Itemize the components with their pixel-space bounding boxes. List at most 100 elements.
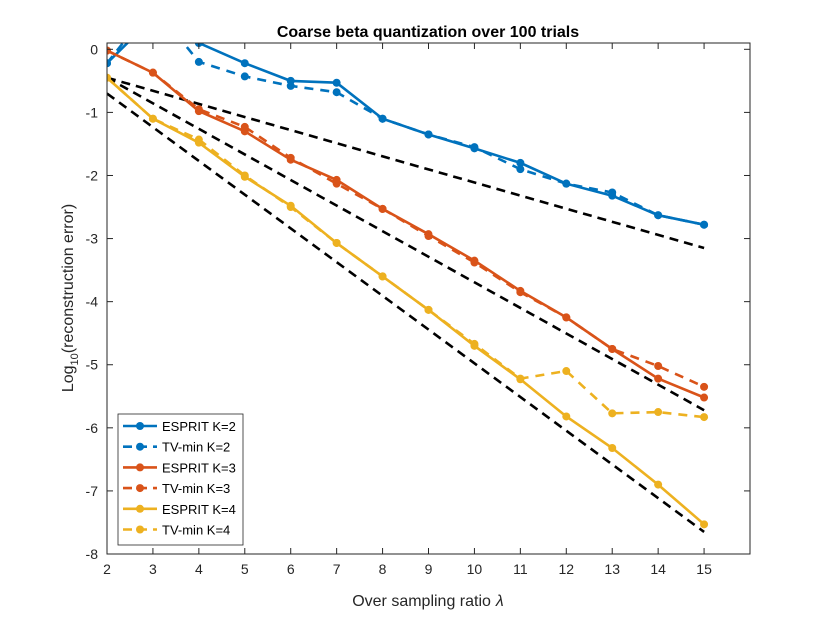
data-point xyxy=(240,122,249,131)
x-tick-label: 12 xyxy=(558,561,574,577)
x-tick-label: 14 xyxy=(650,561,666,577)
data-point xyxy=(470,339,479,348)
chart-title: Coarse beta quantization over 100 trials xyxy=(277,24,579,41)
data-point xyxy=(700,393,709,402)
data-point xyxy=(378,114,387,123)
legend-label: ESPRIT K=4 xyxy=(162,502,236,517)
x-tick-label: 6 xyxy=(287,561,295,577)
series-line xyxy=(107,43,705,226)
x-tick-label: 3 xyxy=(149,561,157,577)
x-tick-label: 2 xyxy=(103,561,111,577)
y-tick-label: -5 xyxy=(86,357,99,373)
x-tick-label: 10 xyxy=(467,561,483,577)
series-6 xyxy=(107,73,709,422)
data-point xyxy=(470,143,479,152)
data-point xyxy=(424,232,433,241)
x-axis-label-text: Over sampling ratio xyxy=(352,593,491,610)
y-axis-label-subscript: 10 xyxy=(69,353,81,365)
data-point xyxy=(286,203,295,212)
data-point xyxy=(516,165,525,174)
legend-swatch-marker xyxy=(136,525,144,534)
data-point xyxy=(562,367,571,376)
series-line xyxy=(107,76,705,419)
data-point xyxy=(149,14,157,22)
data-point xyxy=(378,204,387,213)
data-point xyxy=(654,362,663,371)
y-tick-label: -1 xyxy=(86,104,99,120)
x-tick-label: 9 xyxy=(425,561,433,577)
x-tick-label: 4 xyxy=(195,561,203,577)
data-point xyxy=(107,59,111,68)
axis-ticks: 2 3 4 5 6 7 8 9 10 11 12 13 14 15 0 -1 -2 -3 -4 -5 -6 -7 -8 xyxy=(86,41,750,577)
data-point xyxy=(240,72,249,81)
data-point xyxy=(194,57,203,66)
legend-swatch-marker xyxy=(136,463,144,472)
legend-label: ESPRIT K=2 xyxy=(162,419,236,434)
data-point xyxy=(516,288,525,297)
legend-entry-2: TV-min K=2 xyxy=(123,440,230,455)
series-group xyxy=(107,14,709,529)
y-tick-label: -2 xyxy=(86,167,99,183)
legend-label: TV-min K=2 xyxy=(162,440,230,455)
legend-swatch-marker xyxy=(136,422,144,430)
x-tick-label: 15 xyxy=(696,561,712,577)
legend-label: TV-min K=3 xyxy=(162,481,230,496)
data-point xyxy=(608,344,617,353)
legend-entry-3: ESPRIT K=3 xyxy=(123,460,236,475)
data-point xyxy=(378,272,387,281)
legend-entry-4: TV-min K=3 xyxy=(123,481,230,496)
y-tick-label: -4 xyxy=(86,294,99,310)
data-point xyxy=(654,374,663,383)
data-point xyxy=(194,105,203,114)
data-point xyxy=(608,188,617,197)
legend-swatch-marker xyxy=(136,442,144,451)
legend-box xyxy=(117,413,244,546)
data-point xyxy=(516,158,525,167)
y-axis-label: Log10(reconstruction error) xyxy=(60,204,81,392)
series-line xyxy=(107,49,705,388)
legend: ESPRIT K=2 TV-min K=2 ESPRIT K=3 TV-min K=3… xyxy=(117,413,244,546)
legend-label: TV-min K=4 xyxy=(162,523,230,538)
x-axis-label: Over sampling ratio λ xyxy=(352,593,504,610)
data-point xyxy=(286,153,295,162)
reference-line-3 xyxy=(107,92,705,533)
reference-line-1 xyxy=(107,76,705,250)
data-point xyxy=(700,413,709,422)
data-point xyxy=(608,409,617,418)
legend-swatch-marker xyxy=(136,504,144,513)
series-4 xyxy=(107,46,709,391)
data-point xyxy=(700,382,709,391)
x-axis-label-symbol: λ xyxy=(495,593,504,610)
x-tick-label: 13 xyxy=(604,561,620,577)
legend-entry-5: ESPRIT K=4 xyxy=(123,502,236,517)
data-point xyxy=(424,130,433,139)
y-tick-label: -7 xyxy=(86,483,99,499)
data-point xyxy=(332,78,341,87)
data-point xyxy=(107,46,111,55)
data-point xyxy=(332,238,341,247)
y-tick-label: -3 xyxy=(86,231,99,247)
data-point xyxy=(332,88,341,97)
data-point xyxy=(516,374,525,383)
data-point xyxy=(562,313,571,322)
data-point xyxy=(562,412,571,421)
x-tick-label: 11 xyxy=(513,561,528,577)
data-point xyxy=(654,480,663,489)
data-point xyxy=(148,114,157,123)
y-axis-label-prefix: Log xyxy=(60,365,77,392)
x-tick-label: 5 xyxy=(241,561,249,577)
data-point xyxy=(608,444,617,453)
data-point xyxy=(470,258,479,267)
reference-lines xyxy=(107,76,705,533)
legend-entry-1: ESPRIT K=2 xyxy=(123,419,236,434)
series-2 xyxy=(107,43,709,229)
legend-entry-6: TV-min K=4 xyxy=(123,523,230,538)
data-point xyxy=(654,211,663,220)
legend-swatch-marker xyxy=(136,484,144,493)
data-point xyxy=(240,59,249,68)
data-point xyxy=(332,179,341,188)
y-tick-label: -8 xyxy=(86,546,99,562)
y-axis-label-suffix: (reconstruction error) xyxy=(60,204,77,353)
x-tick-label: 8 xyxy=(379,561,387,577)
data-point xyxy=(654,408,663,417)
